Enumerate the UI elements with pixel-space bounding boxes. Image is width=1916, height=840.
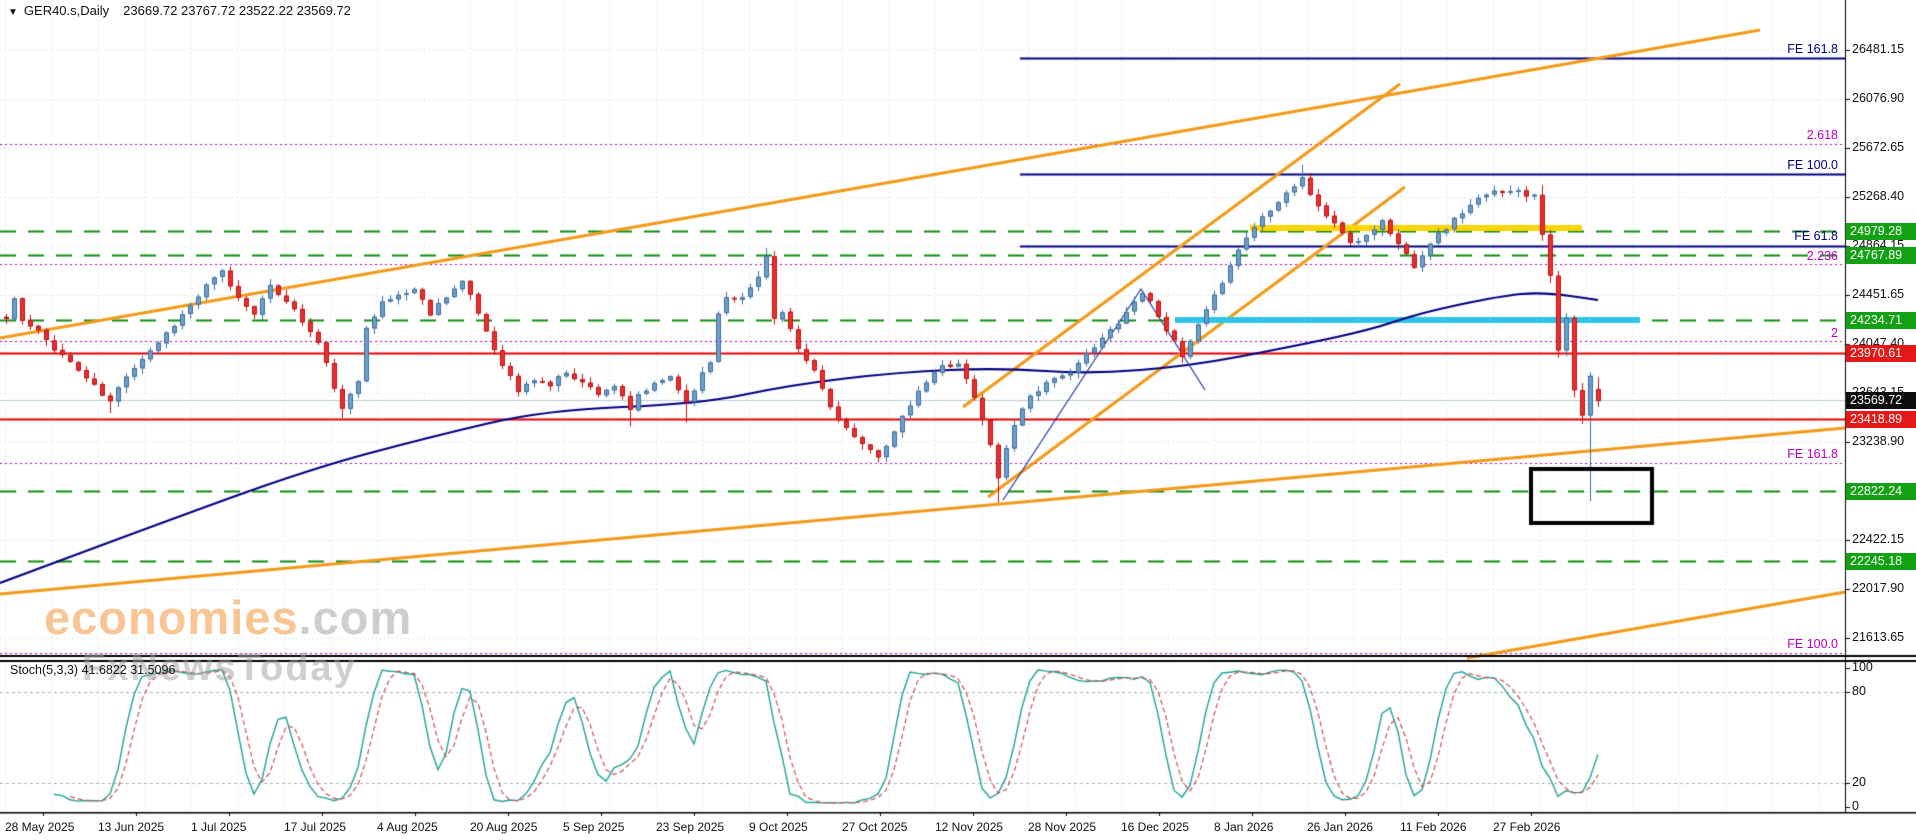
date-label: 16 Dec 2025 [1121, 820, 1190, 834]
fib-level-label: 2 [1831, 326, 1838, 340]
stoch-scale-label: 100 [1852, 660, 1873, 674]
price-badge[interactable]: 23418.89 [1846, 411, 1916, 428]
date-label: 9 Oct 2025 [749, 820, 808, 834]
fib-level-label: FE 161.8 [1787, 447, 1838, 461]
stoch-scale-label: 80 [1852, 684, 1866, 698]
date-label: 28 May 2025 [5, 820, 75, 834]
date-label: 17 Jul 2025 [284, 820, 347, 834]
fib-level-label: 2.236 [1806, 249, 1838, 263]
price-tick: 26481.15 [1852, 42, 1905, 56]
fib-level-label: FE 100.0 [1787, 637, 1838, 651]
fib-level-label: FE 161.8 [1787, 42, 1838, 56]
date-label: 27 Feb 2026 [1493, 820, 1561, 834]
date-label: 27 Oct 2025 [842, 820, 908, 834]
date-label: 1 Jul 2025 [191, 820, 247, 834]
date-label: 13 Jun 2025 [98, 820, 165, 834]
indicator-label[interactable]: Stoch(5,3,3) 41.6822 31.5096 [10, 663, 176, 677]
price-badge[interactable]: 23569.72 [1846, 392, 1916, 409]
stoch-scale-label: 0 [1852, 799, 1859, 813]
date-label: 12 Nov 2025 [935, 820, 1004, 834]
price-tick: 23238.90 [1852, 434, 1905, 448]
price-badge[interactable]: 24234.71 [1846, 312, 1916, 329]
fib-level-label: 2.618 [1806, 128, 1838, 142]
date-label: 8 Jan 2026 [1214, 820, 1274, 834]
symbol-period-label: GER40.s,Daily [23, 3, 110, 18]
price-tick: 25268.40 [1852, 189, 1905, 203]
price-tick: 26076.90 [1852, 91, 1905, 105]
stoch-scale-label: 20 [1852, 775, 1866, 789]
price-tick: 22017.90 [1852, 581, 1905, 595]
date-label: 20 Aug 2025 [470, 820, 538, 834]
price-tick: 21613.65 [1852, 630, 1905, 644]
price-badge[interactable]: 23970.61 [1846, 345, 1916, 362]
date-label: 5 Sep 2025 [563, 820, 625, 834]
price-badge[interactable]: 24767.89 [1846, 247, 1916, 264]
fib-level-label: FE 100.0 [1787, 158, 1838, 172]
price-badge[interactable]: 24979.28 [1846, 223, 1916, 240]
price-badge[interactable]: 22245.18 [1846, 553, 1916, 570]
date-label: 26 Jan 2026 [1307, 820, 1374, 834]
price-tick: 22422.15 [1852, 532, 1905, 546]
symbol-dropdown-icon[interactable]: ▼ [8, 7, 18, 18]
ohlc-values: 23669.72 23767.72 23522.22 23569.72 [123, 3, 351, 18]
price-tick: 24451.65 [1852, 287, 1905, 301]
date-label: 11 Feb 2026 [1400, 820, 1467, 834]
date-label: 23 Sep 2025 [656, 820, 725, 834]
price-badge[interactable]: 22822.24 [1846, 483, 1916, 500]
fib-level-label: FE 61.8 [1794, 229, 1838, 243]
date-label: 4 Aug 2025 [377, 820, 438, 834]
price-tick: 25672.65 [1852, 140, 1905, 154]
date-label: 28 Nov 2025 [1028, 820, 1097, 834]
symbol-title: ▼ GER40.s,Daily 23669.72 23767.72 23522.22… [8, 3, 351, 18]
